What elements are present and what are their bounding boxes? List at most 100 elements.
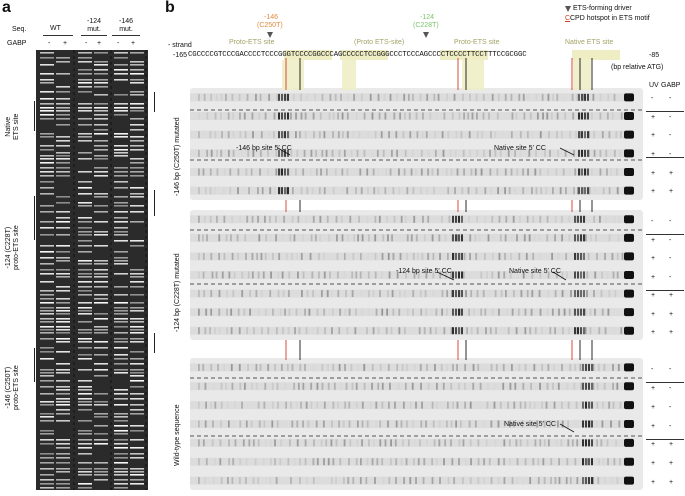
gel-band [478, 234, 481, 242]
gel-band [508, 439, 511, 447]
gel-band [223, 363, 226, 371]
gel-band [331, 420, 333, 428]
gel-a-band [114, 107, 128, 109]
gel-band [361, 234, 364, 242]
gel-band [198, 271, 200, 279]
gel-band [250, 168, 253, 176]
gel-band [332, 363, 335, 371]
gel-band [374, 477, 376, 485]
gel-band [331, 308, 334, 316]
gel-band [390, 458, 392, 466]
gel-a-band [40, 167, 54, 169]
gel-a-band [40, 358, 54, 360]
gel-band [327, 458, 330, 466]
gel-band [251, 401, 254, 409]
gel-band [311, 187, 314, 195]
gel-lane-smear [190, 233, 630, 242]
gel-band [403, 290, 406, 298]
gel-band [449, 149, 452, 157]
gel-band [396, 149, 398, 157]
gel-band [310, 234, 313, 242]
gel-band [246, 215, 249, 223]
gel-a-band [94, 234, 108, 236]
gel-band [516, 234, 518, 242]
gel-a-band [40, 73, 54, 75]
gel-band [381, 308, 384, 316]
gel-band [338, 420, 341, 428]
gel-band [359, 458, 362, 466]
gel-a-band [130, 468, 144, 470]
gel-band [198, 420, 200, 428]
gel-a-band [40, 318, 54, 320]
gel-a-band [78, 181, 92, 183]
gel-band [514, 149, 516, 157]
gel-band-strong [452, 252, 454, 260]
gel-a-band [94, 329, 108, 331]
gel-band [295, 308, 298, 316]
gel-band [261, 290, 263, 298]
gel-band [330, 439, 333, 447]
gel-band [394, 401, 396, 409]
gel-wild-type [190, 358, 643, 490]
gel-band [230, 363, 233, 371]
gel-band [232, 290, 235, 298]
gel-a-band [78, 302, 92, 304]
lane-gabp-plus-3: + [131, 40, 136, 47]
gel-band [524, 458, 527, 466]
gabp-value: + [669, 441, 674, 449]
gel-band [231, 215, 234, 223]
gel-band [274, 439, 276, 447]
gel-band [290, 252, 293, 260]
gel-band [560, 215, 563, 223]
gel-band [340, 215, 343, 223]
gel-a-band [56, 257, 70, 259]
gel-a-band [130, 205, 144, 207]
gel-band [554, 477, 557, 485]
gel-band-strong [281, 187, 283, 195]
gel-band [497, 93, 500, 101]
gel-band [336, 234, 338, 242]
gel-a-band [78, 205, 92, 207]
gel-band [471, 271, 474, 279]
gel-band [548, 131, 550, 139]
gel-band-strong [574, 327, 576, 335]
uv-group-divider [646, 234, 684, 235]
gel-band [455, 420, 458, 428]
gel-a-band [78, 474, 92, 476]
gel-band [413, 458, 415, 466]
gel-band [220, 382, 223, 390]
gel-band [227, 477, 229, 485]
gel-band-strong [587, 131, 589, 139]
gel-band-strong [578, 131, 580, 139]
gel-band [332, 187, 335, 195]
gel-lane-smear [190, 420, 630, 428]
gel-band [402, 131, 405, 139]
gel-a-band [40, 149, 54, 151]
gel-band [488, 112, 490, 120]
gel-a-band [94, 273, 108, 275]
gel-band [556, 93, 559, 101]
gel-band [404, 149, 407, 157]
gel-band [527, 420, 530, 428]
gel-band [621, 252, 624, 260]
gel-band [248, 439, 251, 447]
gel-band [504, 234, 507, 242]
gel-band [238, 327, 241, 335]
gel-band [293, 234, 296, 242]
gel-band [526, 215, 529, 223]
gel-a-band [130, 69, 144, 71]
gel-band [371, 458, 374, 466]
gel-band [502, 382, 505, 390]
gel-band [519, 439, 522, 447]
gabp-value: - [669, 384, 672, 392]
gel-band [336, 271, 339, 279]
gel-band [483, 420, 486, 428]
gel-band [386, 308, 389, 316]
gel-band [412, 93, 414, 101]
gel-band [569, 363, 572, 371]
gel-band [568, 308, 571, 316]
lane-group-line-wt [43, 35, 73, 36]
gel-a-band [40, 64, 54, 66]
gel-a-band [78, 307, 92, 309]
gel-band [580, 382, 583, 390]
